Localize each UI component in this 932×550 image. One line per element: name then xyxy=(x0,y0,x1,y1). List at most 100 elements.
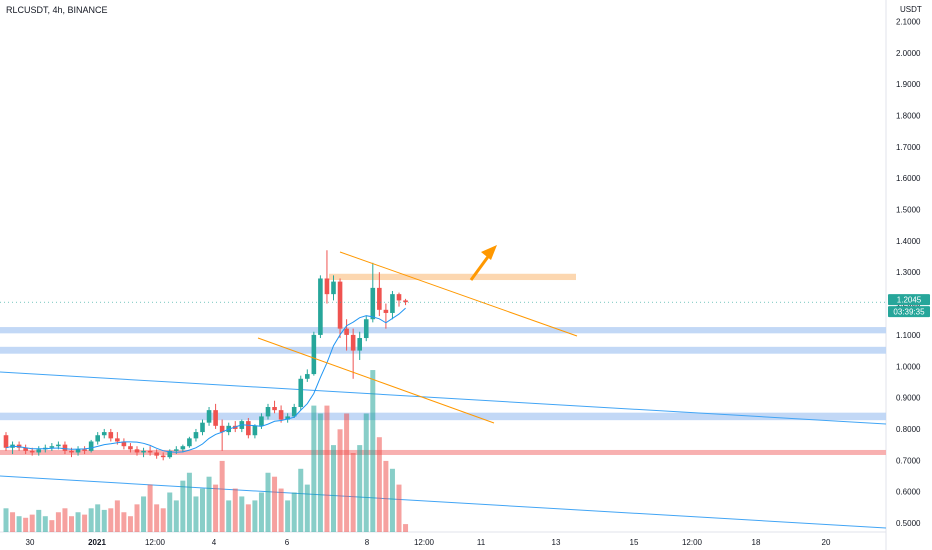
candle-body xyxy=(259,416,264,426)
last-price-value: 1.2045 xyxy=(897,296,922,305)
volume-bar xyxy=(363,413,369,532)
volume-bar xyxy=(337,429,343,532)
price-tick-label: 2.0000 xyxy=(896,49,921,58)
currency-label: USDT xyxy=(900,5,922,14)
volume-bar xyxy=(193,496,199,532)
volume-bar xyxy=(239,496,245,532)
volume-bar xyxy=(376,437,382,532)
volume-bar xyxy=(160,508,166,532)
candle-body xyxy=(318,278,323,335)
candle-body xyxy=(174,449,179,451)
volume-bar xyxy=(121,512,127,532)
candle-body xyxy=(23,447,28,451)
volume-bar xyxy=(245,504,251,532)
candle-body xyxy=(403,300,408,303)
price-tick-label: 1.8000 xyxy=(896,111,921,120)
volume-bar xyxy=(49,520,55,532)
time-tick-label: 13 xyxy=(552,538,561,547)
volume-bar xyxy=(213,484,219,532)
volume-bar xyxy=(252,500,258,532)
volume-bar xyxy=(75,512,81,532)
candle-body xyxy=(16,444,22,448)
last-price-tag xyxy=(888,294,930,306)
breakout-arrow-shaft xyxy=(469,253,492,281)
volume-bar xyxy=(311,405,317,532)
candle-body xyxy=(331,281,336,295)
trend-line-lower xyxy=(257,337,495,424)
price-tick-label: 0.9000 xyxy=(896,394,921,403)
candle-body xyxy=(213,410,218,426)
price-tick-label: 0.8000 xyxy=(896,425,921,434)
time-tick-label: 20 xyxy=(822,538,831,547)
candle-body xyxy=(272,407,277,411)
candle-body xyxy=(128,446,133,450)
volume-bar xyxy=(396,484,402,532)
price-tick-label: 0.7000 xyxy=(896,456,921,465)
candle-body xyxy=(246,421,251,436)
moving-average-line xyxy=(5,307,406,453)
countdown-tag xyxy=(888,306,930,318)
candle-body xyxy=(291,407,297,417)
volume-bar xyxy=(154,504,160,532)
support-zone xyxy=(0,346,886,354)
candle-body xyxy=(115,438,120,442)
candle-body xyxy=(121,441,127,447)
volume-bar xyxy=(298,468,304,532)
time-tick-label: 12:00 xyxy=(682,538,703,547)
candle-body xyxy=(350,334,356,351)
support-zone xyxy=(0,327,886,334)
volume-bar xyxy=(226,500,232,532)
candle-body xyxy=(383,309,389,313)
candle-body xyxy=(390,294,395,313)
support-zone xyxy=(0,412,886,421)
price-tick-label: 1.3000 xyxy=(896,268,921,277)
time-tick-label: 18 xyxy=(752,538,761,547)
candle-body xyxy=(370,287,376,320)
volume-bar xyxy=(3,508,9,532)
candle-body xyxy=(75,449,81,453)
candle-body xyxy=(298,378,304,408)
volume-bar xyxy=(108,508,114,532)
candle-body xyxy=(134,449,140,453)
countdown-value: 03:39:35 xyxy=(893,308,925,317)
candle-body xyxy=(206,410,212,423)
volume-bar xyxy=(291,492,297,532)
candle-body xyxy=(324,278,330,295)
resistance-zone xyxy=(0,449,886,455)
volume-bar xyxy=(383,460,389,532)
candle-body xyxy=(180,446,186,450)
volume-bar xyxy=(101,509,107,532)
price-tick-label: 1.0000 xyxy=(896,362,921,371)
price-tick-label: 1.1000 xyxy=(896,331,921,340)
channel-upper-line xyxy=(0,371,887,425)
price-tick-label: 1.9000 xyxy=(896,80,921,89)
volume-bar xyxy=(219,460,225,532)
price-tick-label: 1.6000 xyxy=(896,174,921,183)
volume-bar xyxy=(265,472,271,532)
volume-bar xyxy=(147,484,153,532)
volume-bar xyxy=(285,500,291,532)
time-tick-label: 4 xyxy=(212,538,217,547)
volume-bar xyxy=(134,504,140,532)
volume-bar xyxy=(23,517,29,532)
price-tick-label: 2.1000 xyxy=(896,17,921,26)
time-tick-label: 11 xyxy=(477,538,486,547)
time-tick-label: 2021 xyxy=(88,538,106,547)
target-zone xyxy=(329,273,576,281)
time-tick-label: 8 xyxy=(365,538,370,547)
volume-bar xyxy=(95,504,101,532)
volume-bar xyxy=(55,512,61,532)
candle-body xyxy=(200,422,205,433)
candle-body xyxy=(160,455,166,458)
volume-bar xyxy=(403,524,409,532)
price-tick-label: 1.4000 xyxy=(896,237,921,246)
price-tick-label: 1.7000 xyxy=(896,143,921,152)
volume-bar xyxy=(357,445,363,532)
breakout-arrow-head xyxy=(481,245,497,260)
candle-body xyxy=(363,319,369,339)
volume-bar xyxy=(88,508,94,532)
volume-bar xyxy=(272,476,278,532)
candle-body xyxy=(193,432,199,439)
price-tick-label: 1.5000 xyxy=(896,206,921,215)
